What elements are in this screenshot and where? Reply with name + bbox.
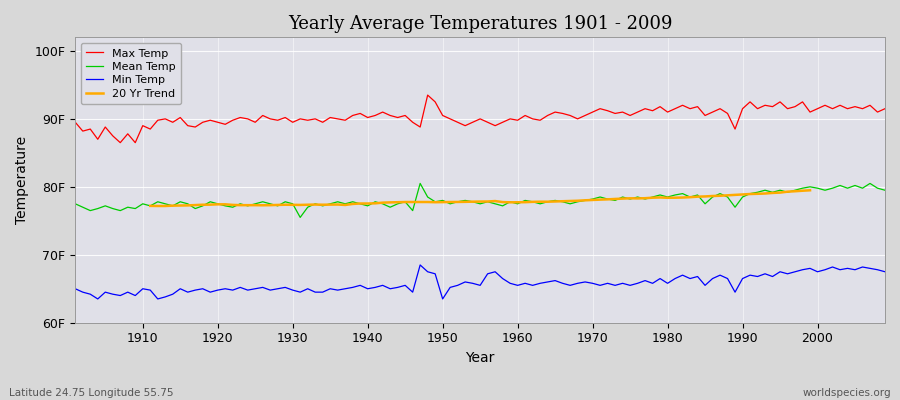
20 Yr Trend (737, 192, 748, 197)
Max Temp (70, 120, 81, 125)
20 Yr Trend (220, 202, 230, 207)
Line: 20 Yr Trend: 20 Yr Trend (150, 190, 810, 206)
Min Temp (302, 286, 313, 291)
Mean Temp (295, 215, 306, 220)
Min Temp (347, 285, 358, 290)
Line: Mean Temp: Mean Temp (76, 184, 885, 218)
Min Temp (415, 262, 426, 267)
Line: Min Temp: Min Temp (76, 265, 885, 299)
Min Temp (617, 281, 628, 286)
Min Temp (879, 269, 890, 274)
Mean Temp (519, 198, 530, 203)
Min Temp (93, 296, 104, 301)
20 Yr Trend (805, 188, 815, 193)
20 Yr Trend (235, 203, 246, 208)
Min Temp (70, 286, 81, 291)
Max Temp (519, 113, 530, 118)
Text: Latitude 24.75 Longitude 55.75: Latitude 24.75 Longitude 55.75 (9, 388, 174, 398)
Mean Temp (527, 199, 538, 204)
Mean Temp (617, 195, 628, 200)
Max Temp (879, 106, 890, 111)
20 Yr Trend (490, 199, 500, 204)
Mean Temp (879, 188, 890, 193)
Mean Temp (302, 205, 313, 210)
Mean Temp (70, 202, 81, 206)
Y-axis label: Temperature: Temperature (15, 136, 29, 224)
Max Temp (617, 110, 628, 114)
Min Temp (138, 286, 148, 291)
Mean Temp (415, 181, 426, 186)
Title: Yearly Average Temperatures 1901 - 2009: Yearly Average Temperatures 1901 - 2009 (288, 15, 672, 33)
Text: worldspecies.org: worldspecies.org (803, 388, 891, 398)
Max Temp (115, 140, 126, 145)
Max Temp (347, 113, 358, 118)
Max Temp (422, 93, 433, 98)
Max Temp (302, 118, 313, 123)
20 Yr Trend (287, 202, 298, 207)
Line: Max Temp: Max Temp (76, 95, 885, 143)
20 Yr Trend (408, 200, 418, 204)
Max Temp (138, 123, 148, 128)
Mean Temp (347, 199, 358, 204)
X-axis label: Year: Year (465, 351, 495, 365)
Mean Temp (130, 206, 140, 211)
Max Temp (527, 116, 538, 121)
Min Temp (527, 283, 538, 288)
20 Yr Trend (160, 204, 171, 208)
Legend: Max Temp, Mean Temp, Min Temp, 20 Yr Trend: Max Temp, Mean Temp, Min Temp, 20 Yr Tre… (81, 43, 181, 104)
Min Temp (519, 281, 530, 286)
20 Yr Trend (145, 204, 156, 208)
